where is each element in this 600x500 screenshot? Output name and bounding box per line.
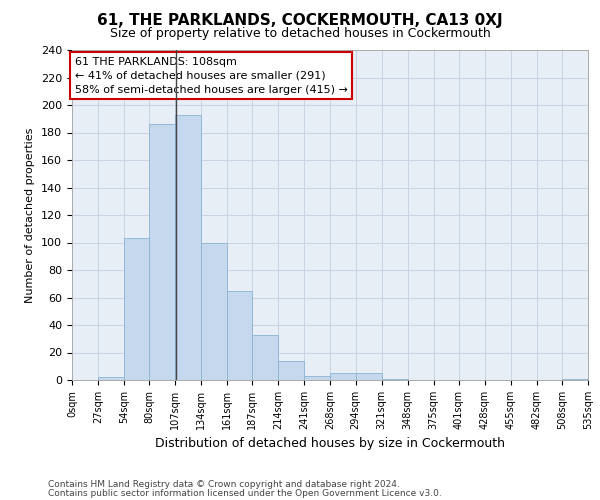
Bar <box>227 290 253 380</box>
Bar <box>304 376 331 380</box>
Bar <box>278 361 304 380</box>
Bar <box>149 124 175 380</box>
Text: 61, THE PARKLANDS, COCKERMOUTH, CA13 0XJ: 61, THE PARKLANDS, COCKERMOUTH, CA13 0XJ <box>97 12 503 28</box>
Text: Contains public sector information licensed under the Open Government Licence v3: Contains public sector information licen… <box>48 488 442 498</box>
Text: 61 THE PARKLANDS: 108sqm
← 41% of detached houses are smaller (291)
58% of semi-: 61 THE PARKLANDS: 108sqm ← 41% of detach… <box>74 56 347 94</box>
Bar <box>562 378 588 380</box>
Y-axis label: Number of detached properties: Number of detached properties <box>25 128 35 302</box>
X-axis label: Distribution of detached houses by size in Cockermouth: Distribution of detached houses by size … <box>155 438 505 450</box>
Bar <box>124 238 149 380</box>
Bar <box>175 114 201 380</box>
Bar <box>201 242 227 380</box>
Bar <box>382 378 407 380</box>
Bar <box>253 334 278 380</box>
Bar <box>331 373 356 380</box>
Bar <box>356 373 382 380</box>
Bar <box>98 377 124 380</box>
Text: Contains HM Land Registry data © Crown copyright and database right 2024.: Contains HM Land Registry data © Crown c… <box>48 480 400 489</box>
Text: Size of property relative to detached houses in Cockermouth: Size of property relative to detached ho… <box>110 28 490 40</box>
